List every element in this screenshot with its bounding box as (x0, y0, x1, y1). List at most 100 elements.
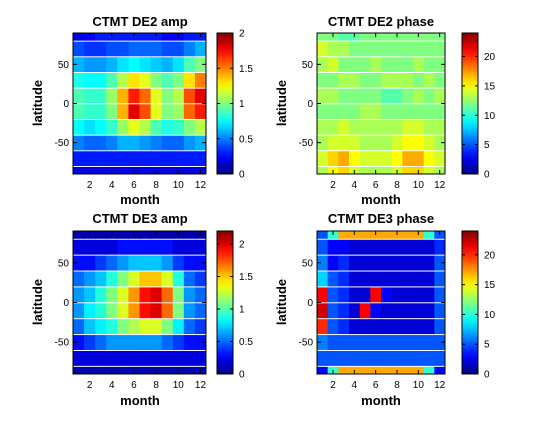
heatmap-cell (95, 72, 107, 88)
heatmap-cell (391, 151, 403, 166)
heatmap-cell (117, 335, 130, 350)
heatmap-cell (402, 366, 414, 374)
heatmap-cell (317, 239, 329, 255)
heatmap-cell (117, 287, 130, 303)
heatmap-cell (73, 366, 85, 374)
heatmap-cell (84, 335, 96, 350)
y-axis-label: latitude (30, 80, 45, 126)
heatmap-cell (73, 41, 85, 57)
heatmap-cell (381, 271, 393, 287)
x-tick-label: 12 (434, 180, 446, 191)
heatmap-cell (349, 41, 361, 57)
x-axis-label: month (120, 393, 160, 408)
heatmap-cell (194, 271, 206, 287)
heatmap-cell (139, 287, 152, 303)
heatmap-cell (391, 319, 403, 335)
heatmap-cell (95, 57, 107, 72)
heatmap-cell (402, 239, 414, 255)
heatmap-cell (381, 166, 393, 174)
heatmap-cell (434, 335, 445, 350)
heatmap-cell (423, 88, 435, 104)
heatmap-cell (128, 135, 141, 151)
heatmap-cell (317, 335, 329, 350)
heatmap-cell (402, 88, 414, 104)
heatmap-cell (317, 151, 329, 166)
heatmap-cell (423, 151, 435, 166)
heatmap-cell (391, 88, 403, 104)
heatmap-cell (423, 231, 435, 239)
heatmap-cell (359, 57, 371, 72)
heatmap-cell (327, 255, 339, 271)
heatmap-cell (139, 104, 152, 119)
heatmap-cell (423, 239, 435, 255)
x-tick-label: 10 (173, 180, 185, 191)
panel-title: CTMT DE2 phase (328, 14, 434, 29)
heatmap-cell (73, 303, 85, 319)
heatmap-cell (172, 239, 185, 255)
heatmap-cell (183, 271, 196, 287)
heatmap-cell (128, 255, 141, 271)
heatmap-cell (172, 350, 185, 366)
heatmap-cell (150, 319, 163, 335)
heatmap-cell (359, 151, 371, 166)
heatmap-cell (150, 151, 163, 166)
heatmap-cell (381, 88, 393, 104)
colorbar-tick-label: 10 (484, 111, 496, 122)
heatmap-cell (391, 303, 403, 319)
heatmap-cell (161, 271, 174, 287)
heatmap-cell (423, 366, 435, 374)
heatmap-cell (381, 72, 393, 88)
heatmap-cell (84, 72, 96, 88)
x-axis-label: month (361, 192, 401, 207)
heatmap-cell (161, 33, 174, 41)
heatmap-cell (434, 72, 445, 88)
heatmap-cell (391, 57, 403, 72)
y-tick-label: 0 (63, 99, 69, 110)
heatmap-cell (128, 119, 141, 135)
heatmap-cell (434, 151, 445, 166)
heatmap-cell (194, 119, 206, 135)
heatmap-cell (95, 239, 107, 255)
heatmap-cell (106, 335, 118, 350)
heatmap-cell (183, 119, 196, 135)
heatmap-cell (381, 119, 393, 135)
colorbar-tick-label: 1 (239, 99, 245, 110)
x-tick-label: 8 (153, 180, 159, 191)
heatmap-cell (402, 41, 414, 57)
colorbar-tick-label: 0 (239, 170, 245, 181)
colorbar (461, 230, 479, 375)
heatmap-cell (139, 57, 152, 72)
heatmap-cell (413, 135, 425, 151)
heatmap-cell (327, 271, 339, 287)
heatmap-cell (194, 151, 206, 166)
x-tick-label: 2 (87, 180, 93, 191)
heatmap-cell (73, 57, 85, 72)
heatmap-cell (95, 271, 107, 287)
heatmap-cell (172, 72, 185, 88)
heatmap-cell (84, 41, 96, 57)
x-tick-label: 6 (131, 180, 137, 191)
heatmap-cell (73, 72, 85, 88)
heatmap-cell (434, 350, 445, 366)
x-tick-label: 8 (394, 380, 400, 391)
heatmap-cell (84, 239, 96, 255)
heatmap-cell (423, 335, 435, 350)
heatmap-cell (381, 319, 393, 335)
heatmap-cell (359, 271, 371, 287)
heatmap-cell (423, 104, 435, 119)
y-axis-label: latitude (274, 80, 289, 126)
heatmap-cell (106, 271, 118, 287)
heatmap-cell (128, 287, 141, 303)
x-tick-label: 8 (153, 380, 159, 391)
heatmap-cell (194, 350, 206, 366)
heatmap-cell (139, 151, 152, 166)
heatmap-cell (95, 303, 107, 319)
heatmap-cell (84, 350, 96, 366)
heatmap-cell (423, 41, 435, 57)
heatmap-cell (413, 319, 425, 335)
heatmap-cell (402, 271, 414, 287)
x-tick-label: 4 (109, 380, 115, 391)
heatmap-cell (370, 335, 382, 350)
heatmap-cell (117, 33, 130, 41)
heatmap-cell (381, 350, 393, 366)
